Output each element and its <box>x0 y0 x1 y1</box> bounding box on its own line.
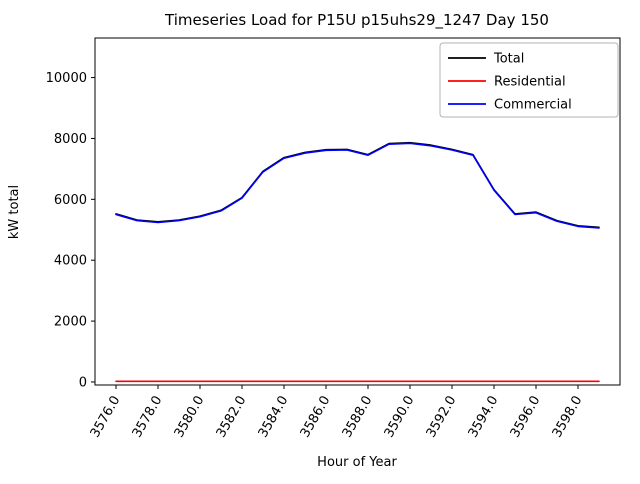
x-tick-label: 3592.0 <box>424 394 460 441</box>
x-tick-label: 3578.0 <box>130 394 166 441</box>
y-tick-label: 2000 <box>54 315 87 330</box>
y-tick-label: 8000 <box>54 132 87 147</box>
x-tick-label: 3598.0 <box>550 394 586 441</box>
legend-label-total: Total <box>493 52 524 67</box>
chart-title: Timeseries Load for P15U p15uhs29_1247 D… <box>164 11 549 30</box>
x-tick-label: 3594.0 <box>466 394 502 441</box>
y-tick-label: 4000 <box>54 254 87 269</box>
x-tick-label: 3588.0 <box>340 394 376 441</box>
x-tick-label: 3576.0 <box>88 394 124 441</box>
y-tick-label: 6000 <box>54 193 87 208</box>
x-tick-label: 3582.0 <box>214 394 250 441</box>
plot-area: 3576.0 3578.0 3580.0 3582.0 3584.0 3586.0 3588… <box>46 37 621 441</box>
x-tick-label: 3590.0 <box>382 394 418 441</box>
legend-label-commercial: Commercial <box>494 98 572 113</box>
y-tick-label: 10000 <box>46 71 87 86</box>
legend-box <box>439 42 619 118</box>
legend: Total Residential Commercial <box>439 42 619 118</box>
x-axis-label: Hour of Year <box>317 455 397 470</box>
plot-border <box>94 37 621 386</box>
y-axis-ticks: 0 2000 4000 6000 8000 10000 <box>46 71 95 390</box>
y-tick-label: 0 <box>79 375 87 390</box>
y-axis-label: kW total <box>7 185 22 239</box>
series-total-line <box>115 141 600 229</box>
series-commercial-line <box>115 142 600 229</box>
x-axis-ticks: 3576.0 3578.0 3580.0 3582.0 3584.0 3586.0 3588… <box>88 385 586 441</box>
x-tick-label: 3580.0 <box>172 394 208 441</box>
x-tick-label: 3596.0 <box>508 394 544 441</box>
x-tick-label: 3586.0 <box>298 394 334 441</box>
legend-label-residential: Residential <box>494 75 566 90</box>
x-tick-label: 3584.0 <box>256 394 292 441</box>
